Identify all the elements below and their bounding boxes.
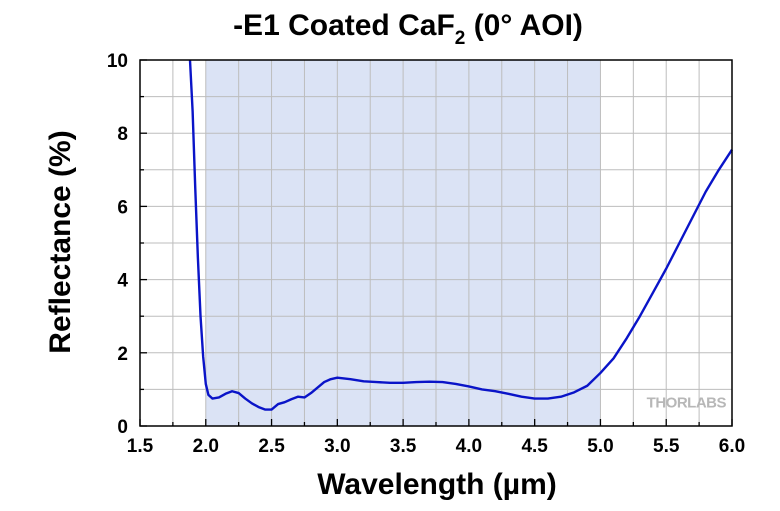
y-tick-label: 6 — [117, 197, 128, 218]
x-tick-label: 1.5 — [127, 436, 154, 457]
x-tick-label: 6.0 — [719, 436, 745, 457]
x-tick-label: 4.5 — [521, 436, 548, 457]
chart-title: -E1 Coated CaF2 (0° AOI) — [233, 9, 583, 49]
x-tick-label: 5.0 — [587, 436, 613, 457]
axis-ticks — [139, 59, 733, 427]
x-tick-labels: 1.5 2.0 2.5 3.0 3.5 4.0 4.5 5.0 5.5 6.0 — [127, 436, 745, 457]
y-axis-label: Reflectance (%) — [44, 130, 77, 353]
reflectance-curve — [188, 59, 734, 411]
y-tick-label: 0 — [117, 417, 128, 438]
plot-area: THORLABS 1.5 2.0 2.5 3.0 3.5 4.0 4.5 5.0 5.5 6.0 … — [107, 51, 745, 457]
x-tick-label: 3.5 — [390, 436, 417, 457]
x-tick-label: 5.5 — [653, 436, 680, 457]
y-tick-label: 10 — [107, 51, 128, 72]
chart-title-subscript: 2 — [455, 28, 466, 49]
x-tick-label: 2.0 — [193, 436, 219, 457]
y-tick-label: 8 — [117, 124, 128, 145]
grid-lines — [140, 60, 732, 426]
thorlabs-watermark: THORLABS — [647, 395, 727, 412]
x-tick-label: 3.0 — [324, 436, 350, 457]
y-tick-labels: 0 2 4 6 8 10 — [107, 51, 129, 438]
chart-title-suffix: (0° AOI) — [465, 9, 583, 42]
x-tick-label: 4.0 — [456, 436, 482, 457]
x-axis-label: Wavelength (µm) — [317, 468, 557, 501]
y-tick-label: 2 — [117, 344, 128, 365]
chart-title-main: -E1 Coated CaF — [233, 9, 455, 42]
x-tick-label: 2.5 — [258, 436, 285, 457]
y-tick-label: 4 — [117, 271, 128, 292]
